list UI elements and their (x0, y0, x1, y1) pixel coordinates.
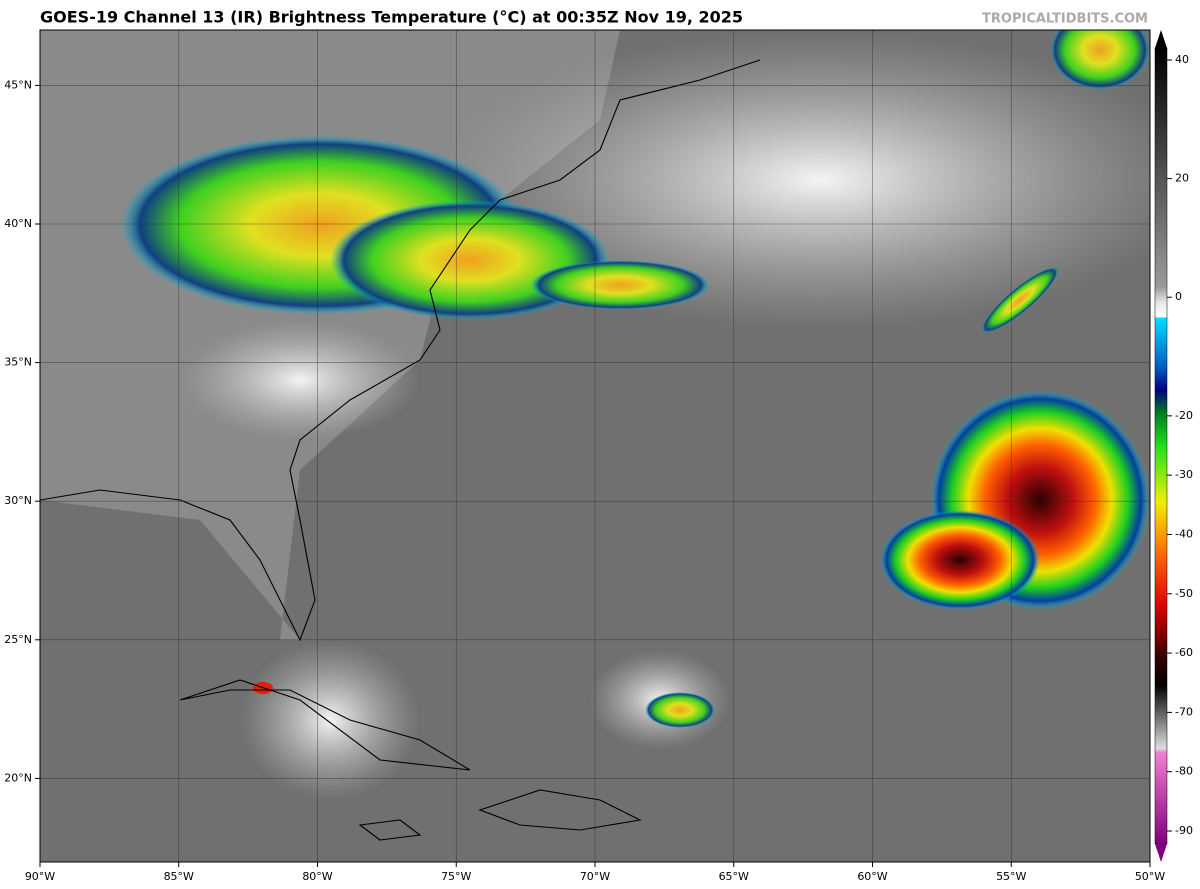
watermark: TROPICALTIDBITS.COM (982, 12, 1148, 27)
colorbar-label: 0 (1175, 290, 1182, 303)
colorbar-label: 20 (1175, 172, 1189, 185)
coastline (358, 819, 422, 841)
lat-label: 20°N (4, 771, 32, 784)
precipitation (645, 692, 715, 728)
satellite-map (40, 30, 1150, 862)
title: GOES-19 Channel 13 (IR) Brightness Tempe… (40, 8, 743, 27)
cloud-field (240, 640, 420, 800)
lat-label: 40°N (4, 217, 32, 230)
precipitation (1050, 30, 1150, 90)
colorbar-extend-top (1155, 30, 1167, 48)
lon-label: 80°W (302, 870, 332, 883)
graticule (40, 30, 1150, 862)
colorbar-label: -50 (1175, 587, 1193, 600)
colorbar-label: -20 (1175, 409, 1193, 422)
lon-label: 55°W (996, 870, 1026, 883)
lon-label: 85°W (164, 870, 194, 883)
colorbar-label: -80 (1175, 765, 1193, 778)
lon-label: 70°W (580, 870, 610, 883)
colorbar-label: -60 (1175, 646, 1193, 659)
precipitation (980, 266, 1060, 334)
colorbar-label: -90 (1175, 824, 1193, 837)
lon-label: 50°W (1135, 870, 1165, 883)
colorbar-label: 40 (1175, 53, 1189, 66)
colorbar-label: -30 (1175, 468, 1193, 481)
lat-label: 35°N (4, 356, 32, 369)
coastline (40, 59, 761, 642)
lon-label: 65°W (719, 870, 749, 883)
precipitation (530, 260, 710, 310)
colorbar-extend-bottom (1155, 844, 1167, 862)
cloud-field (180, 320, 420, 440)
storm (880, 510, 1040, 610)
coastline (179, 679, 471, 771)
lon-label: 75°W (441, 870, 471, 883)
lat-label: 45°N (4, 78, 32, 91)
lon-label: 60°W (857, 870, 887, 883)
lat-label: 25°N (4, 633, 32, 646)
lon-label: 90°W (25, 870, 55, 883)
lat-label: 30°N (4, 494, 32, 507)
coastline (478, 789, 642, 831)
colorbar (1154, 47, 1168, 845)
colorbar-label: -70 (1175, 705, 1193, 718)
colorbar-label: -40 (1175, 527, 1193, 540)
